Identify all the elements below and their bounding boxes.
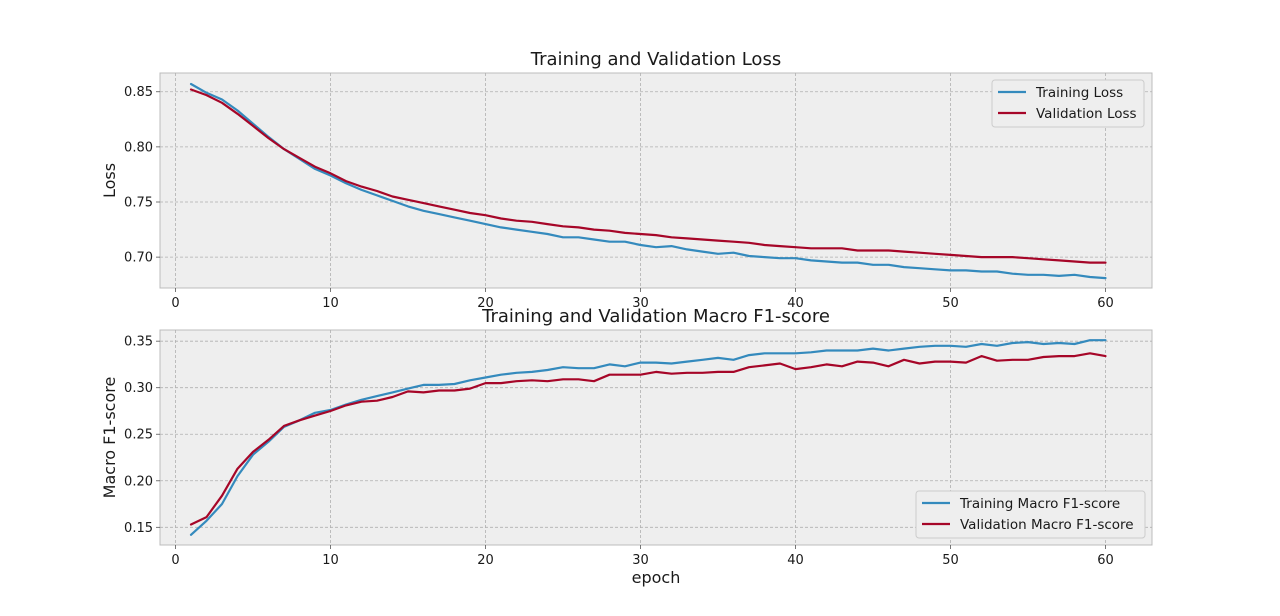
x-tick-label: 30: [632, 296, 649, 311]
validation-series-line: [189, 88, 1107, 264]
y-tick-label: 0.20: [124, 474, 153, 489]
x-tick-label: 20: [477, 296, 494, 311]
legend-box: [915, 490, 1146, 539]
y-tick-label: 0.70: [124, 251, 153, 266]
x-tick-label: 0: [171, 553, 179, 568]
x-tick-label: 60: [1097, 553, 1114, 568]
y-tick-label: 0.15: [124, 521, 153, 536]
y-tick-label: 0.75: [124, 196, 153, 211]
x-tick-label: 50: [942, 296, 959, 311]
y-tick-label: 0.25: [124, 428, 153, 443]
y-axis-label: Macro F1-score: [100, 377, 119, 499]
y-tick-label: 0.85: [124, 85, 153, 100]
loss-chart: 0 10 20 30 40 50 60 0.70 0.75 0.80 0.85 Training an…: [100, 49, 1153, 311]
training-series-line: [189, 82, 1107, 280]
x-tick-label: 10: [322, 553, 339, 568]
legend-label: Training Loss: [1035, 85, 1123, 101]
y-tick-label: 0.35: [124, 335, 153, 350]
x-tick-label: 30: [632, 553, 649, 568]
y-axis-label: Loss: [100, 163, 119, 198]
legend-label: Training Macro F1-score: [959, 496, 1120, 512]
legend-box: [991, 79, 1145, 128]
plot-area: [159, 72, 1153, 289]
x-tick-label: 20: [477, 553, 494, 568]
chart-title: Training and Validation Macro F1-score: [481, 306, 830, 327]
legend-label: Validation Macro F1-score: [960, 517, 1134, 533]
x-tick-label: 0: [171, 296, 179, 311]
chart-title: Training and Validation Loss: [530, 49, 781, 70]
x-tick-label: 60: [1097, 296, 1114, 311]
x-tick-label: 10: [322, 296, 339, 311]
legend: Training Loss Validation Loss: [991, 79, 1145, 128]
x-tick-label: 50: [942, 553, 959, 568]
y-tick-label: 0.30: [124, 381, 153, 396]
legend: Training Macro F1-score Validation Macro …: [915, 490, 1146, 539]
validation-series-line: [189, 352, 1107, 526]
x-tick-label: 40: [787, 553, 804, 568]
f1-chart: 0 10 20 30 40 50 60 0.15 0.20 0.25 0.30 0.35 Trainin…: [100, 306, 1153, 587]
x-tick-label: 40: [787, 296, 804, 311]
legend-label: Validation Loss: [1036, 106, 1137, 122]
x-axis-label: epoch: [632, 568, 681, 587]
y-tick-label: 0.80: [124, 140, 153, 155]
